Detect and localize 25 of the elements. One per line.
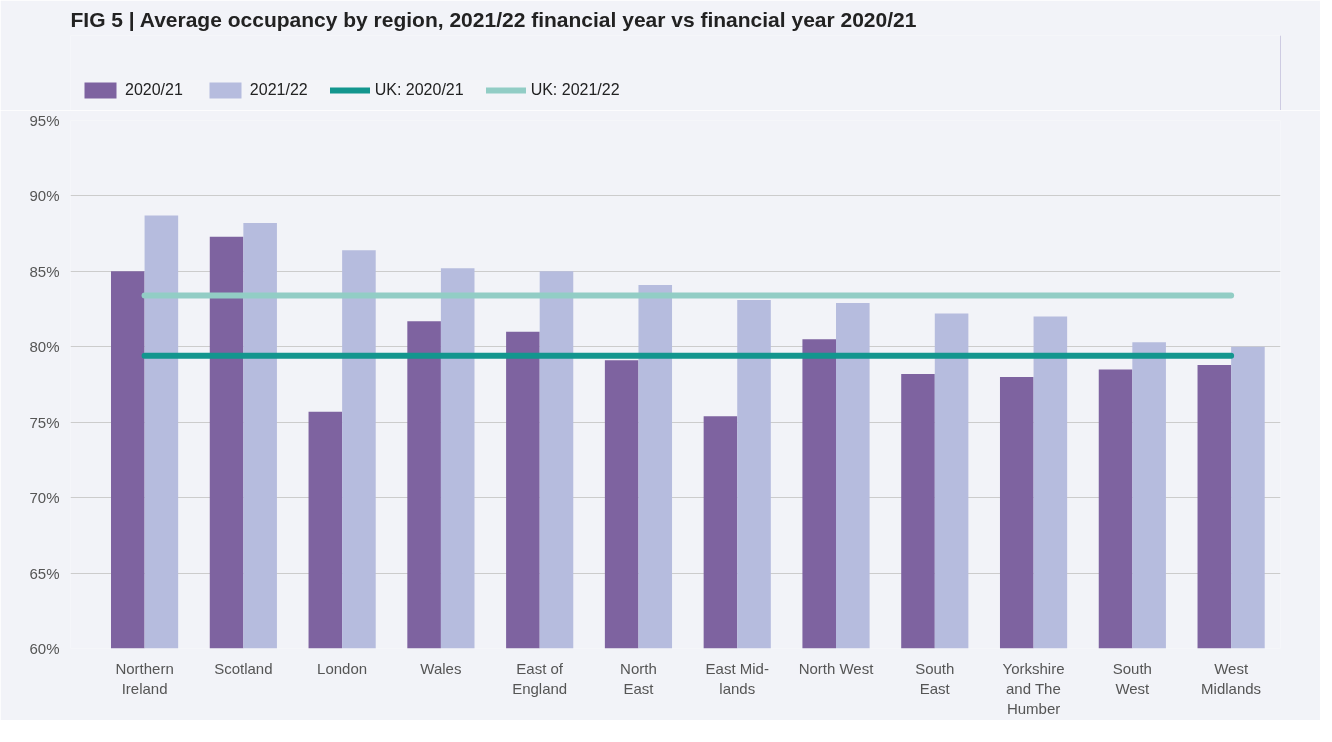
x-tick-label: Scotland <box>214 659 273 677</box>
x-tick-label: North East <box>620 659 657 697</box>
x-tick-label: North West <box>798 659 875 677</box>
x-tick-label: Wales <box>420 659 462 677</box>
y-tick-label: 75% <box>29 413 60 431</box>
x-tick-label: Yorkshire and The Humber <box>1002 659 1065 718</box>
y-tick-label: 95% <box>29 112 60 129</box>
y-tick-label: 90% <box>29 187 60 205</box>
y-tick-label: 85% <box>29 262 60 280</box>
x-tick-label: South East <box>915 659 955 697</box>
legend-label: UK: 2020/21 <box>374 81 464 99</box>
legend-label: 2021/22 <box>249 81 308 99</box>
x-tick-label: London <box>317 659 368 677</box>
x-tick-label: East Mid- lands <box>705 659 769 697</box>
x-tick-label: East of England <box>512 659 568 697</box>
x-tick-label: South West <box>1112 659 1152 697</box>
y-tick-label: 70% <box>29 489 60 507</box>
y-tick-label: 60% <box>29 640 60 657</box>
legend-label: 2020/21 <box>125 81 183 99</box>
y-tick-label: 80% <box>29 338 60 356</box>
legend-label: UK: 2021/22 <box>530 81 620 99</box>
x-tick-label: West Midlands <box>1201 659 1262 697</box>
y-tick-label: 65% <box>29 564 60 582</box>
chart-title: FIG 5 | Average occupancy by region, 2021/22 financial year vs financial year 2020/21 <box>70 7 917 31</box>
x-tick-label: Northern Ireland <box>115 659 174 697</box>
